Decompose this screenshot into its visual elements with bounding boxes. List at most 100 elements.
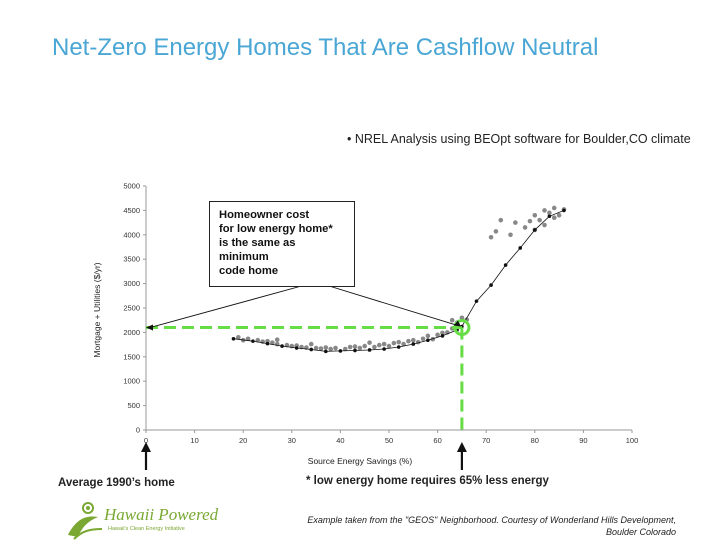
option-point	[547, 210, 552, 216]
frontier-point	[338, 349, 343, 353]
up-arrow-icon	[141, 442, 151, 452]
callout-pointer-right	[315, 281, 459, 326]
frontier-point	[251, 339, 255, 343]
option-point	[376, 342, 382, 348]
option-point	[551, 215, 557, 221]
option-point	[406, 338, 411, 344]
option-point	[381, 341, 387, 347]
callout-pointer-left	[149, 281, 317, 328]
option-point	[522, 225, 528, 230]
callout-box: Homeowner cost for low energy home* is t…	[209, 201, 355, 287]
frontier-point	[367, 348, 372, 352]
y-tick-label: 3000	[123, 279, 140, 288]
option-point	[425, 333, 431, 339]
callout-line: is the same as	[219, 237, 296, 249]
x-tick-label: 80	[531, 436, 539, 445]
option-point	[440, 330, 445, 336]
y-tick-label: 4500	[123, 206, 140, 215]
option-point	[313, 345, 319, 351]
slide-title: Net-Zero Energy Homes That Are Cashflow …	[52, 34, 599, 61]
energy-footnote: * low energy home requires 65% less ener…	[306, 475, 549, 487]
option-point	[270, 340, 275, 345]
frontier-point	[265, 341, 270, 346]
option-point	[386, 343, 392, 349]
option-point	[411, 337, 416, 343]
option-point	[245, 336, 251, 342]
frontier-point	[533, 228, 537, 232]
option-point	[449, 317, 455, 323]
option-point	[527, 218, 533, 224]
option-point	[255, 337, 261, 343]
credit-line: Example taken from the "GEOS" Neighborho…	[307, 515, 676, 525]
option-point	[488, 234, 494, 240]
option-point	[513, 220, 518, 225]
option-point	[391, 340, 397, 346]
option-point	[493, 229, 499, 234]
y-tick-label: 4000	[123, 230, 140, 239]
option-point	[236, 334, 241, 340]
frontier-point	[503, 263, 508, 267]
credit-text: Example taken from the "GEOS" Neighborho…	[240, 514, 676, 538]
callout-line: minimum	[219, 251, 269, 263]
frontier-point	[440, 334, 445, 338]
x-tick-label: 100	[626, 436, 639, 445]
option-point	[537, 217, 542, 223]
arrowhead-icon	[453, 320, 461, 327]
frontier-point	[474, 299, 479, 303]
frontier-point	[489, 283, 493, 287]
logo-subtext: Hawaii's Clean Energy Initiative	[108, 526, 185, 532]
arrowhead-icon	[146, 324, 153, 331]
option-point	[347, 344, 353, 350]
option-point	[308, 341, 314, 347]
option-point	[459, 315, 465, 321]
frontier-point	[353, 348, 357, 353]
credit-line: Boulder Colorado	[605, 527, 676, 537]
frontier-point	[382, 347, 386, 351]
option-point	[352, 344, 358, 349]
x-axis-title: Source Energy Savings (%)	[308, 456, 413, 466]
y-tick-label: 2500	[123, 304, 140, 313]
frontier-point	[309, 347, 314, 352]
analysis-note: • NREL Analysis using BEOpt software for…	[347, 132, 691, 146]
frontier-point	[324, 349, 328, 354]
option-point	[372, 344, 377, 350]
frontier-point	[547, 214, 552, 219]
frontier-point	[518, 246, 523, 250]
x-tick-label: 70	[482, 436, 490, 445]
frontier-line	[233, 210, 565, 352]
frontier-point	[426, 338, 430, 343]
option-point	[362, 343, 368, 349]
y-tick-label: 0	[136, 426, 140, 435]
x-tick-label: 50	[385, 436, 393, 445]
option-point	[357, 345, 363, 351]
up-arrow-icon	[456, 442, 467, 452]
option-point	[342, 346, 348, 352]
option-point	[328, 346, 333, 352]
option-point	[420, 336, 426, 342]
option-point	[367, 340, 372, 345]
reference-point-ring	[453, 319, 471, 337]
y-tick-label: 1000	[123, 377, 140, 386]
option-point	[333, 345, 338, 351]
option-point	[508, 232, 513, 238]
option-point	[498, 217, 504, 223]
callout-line: Homeowner cost	[219, 209, 310, 221]
option-point	[532, 212, 538, 218]
option-point	[318, 346, 324, 351]
sun-wave-icon	[68, 502, 103, 540]
y-tick-label: 5000	[123, 182, 140, 191]
option-point	[435, 332, 440, 338]
x-tick-label: 0	[144, 436, 148, 445]
y-axis-title: Mortgage + Utilities ($/yr)	[92, 262, 102, 357]
frontier-point	[396, 345, 401, 349]
option-point	[542, 208, 547, 213]
average-home-label: Average 1990’s home	[58, 477, 175, 489]
hawaii-powered-logo: Hawaii Powered Hawaii's Clean Energy Ini…	[64, 499, 218, 541]
y-tick-label: 3500	[123, 255, 140, 264]
option-point	[274, 337, 280, 343]
option-point	[396, 339, 402, 345]
x-tick-label: 20	[239, 436, 247, 445]
option-point	[323, 345, 329, 350]
option-point	[556, 212, 562, 218]
